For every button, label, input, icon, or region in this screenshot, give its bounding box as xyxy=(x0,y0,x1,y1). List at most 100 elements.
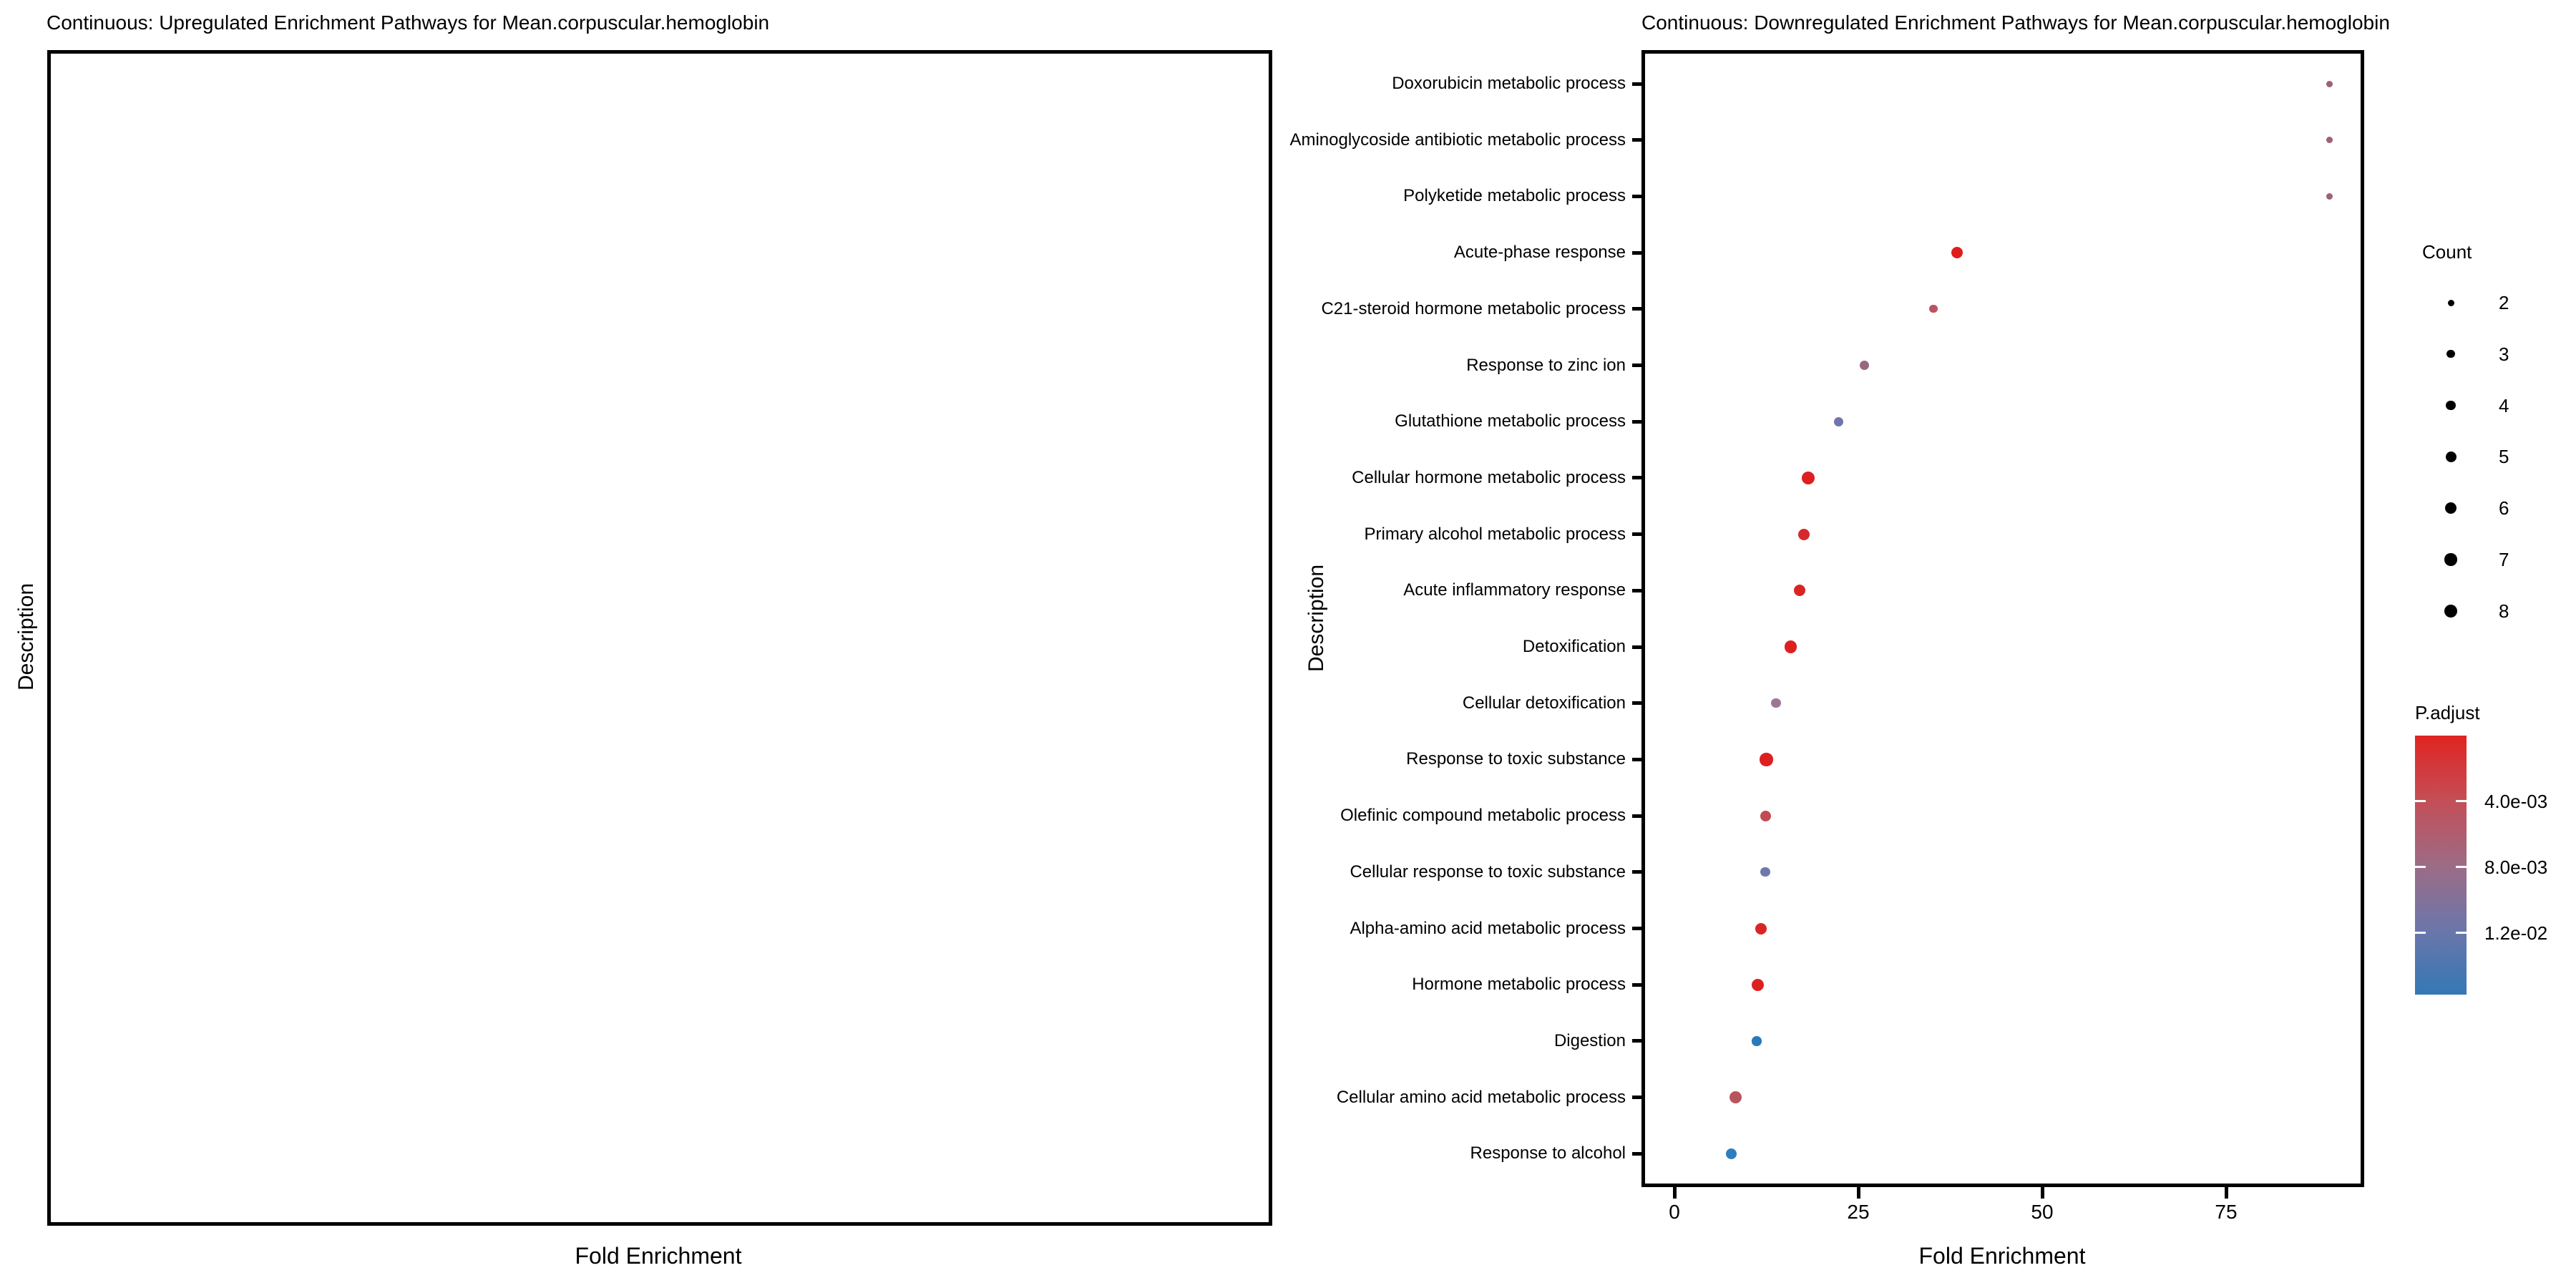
y-axis-label: Polyketide metabolic process xyxy=(1403,186,1626,206)
padjust-legend-label: 1.2e-02 xyxy=(2484,922,2548,944)
padjust-colorbar xyxy=(2415,736,2467,995)
data-point xyxy=(2326,192,2333,200)
padjust-colorbar-tick xyxy=(2456,932,2467,935)
data-point xyxy=(1725,1148,1737,1159)
padjust-colorbar-tick xyxy=(2415,932,2426,935)
upregulated-plot-area xyxy=(47,50,1272,1226)
count-legend-dot xyxy=(2444,604,2458,618)
y-axis-label: Glutathione metabolic process xyxy=(1395,411,1626,431)
x-axis-tick-label: 50 xyxy=(2031,1201,2054,1223)
y-axis-labels: Doxorubicin metabolic process Aminoglycos… xyxy=(1145,0,1626,1288)
y-axis-label: Detoxification xyxy=(1522,637,1626,656)
y-axis-label: Cellular response to toxic substance xyxy=(1350,862,1626,882)
x-axis-tick-label: 0 xyxy=(1669,1201,1680,1223)
y-axis-label: Digestion xyxy=(1553,1030,1626,1050)
y-axis-label: Acute inflammatory response xyxy=(1403,580,1626,600)
y-axis-label: Primary alcohol metabolic process xyxy=(1364,524,1626,544)
count-legend-dot xyxy=(2446,350,2455,358)
y-axis-tick xyxy=(1632,645,1643,649)
upregulated-panel-title: Continuous: Upregulated Enrichment Pathw… xyxy=(47,11,770,34)
y-axis-tick xyxy=(1632,927,1643,930)
y-axis-label: Alpha-amino acid metabolic process xyxy=(1350,918,1626,938)
downregulated-panel-title: Continuous: Downregulated Enrichment Pat… xyxy=(1641,11,2390,34)
data-point xyxy=(1760,753,1773,766)
y-axis-tick xyxy=(1632,476,1643,480)
y-axis-label: Olefinic compound metabolic process xyxy=(1340,806,1626,826)
y-axis-label: Doxorubicin metabolic process xyxy=(1392,74,1626,93)
padjust-colorbar-tick xyxy=(2415,866,2426,869)
y-axis-label: Cellular amino acid metabolic process xyxy=(1336,1087,1626,1107)
data-point xyxy=(1784,640,1797,653)
x-axis-tick-label: 25 xyxy=(1847,1201,1870,1223)
y-axis-label: Acute-phase response xyxy=(1453,243,1626,263)
count-legend-label: 8 xyxy=(2499,600,2509,622)
y-axis-label: Response to zinc ion xyxy=(1466,355,1626,375)
data-point xyxy=(1951,247,1963,259)
y-axis-tick xyxy=(1632,364,1643,367)
y-axis-tick xyxy=(1632,194,1643,198)
y-axis-tick xyxy=(1632,1151,1643,1156)
count-legend-dot xyxy=(2444,553,2457,566)
padjust-colorbar-tick xyxy=(2456,800,2467,803)
padjust-colorbar-tick xyxy=(2415,800,2426,803)
downregulated-x-axis-label: Fold Enrichment xyxy=(1918,1243,2086,1269)
y-axis-tick xyxy=(1632,138,1643,142)
data-point xyxy=(1752,1036,1762,1046)
count-legend-dot xyxy=(2445,502,2457,514)
downregulated-plot-area xyxy=(1641,50,2364,1187)
padjust-legend-label: 4.0e-03 xyxy=(2484,790,2548,812)
data-point xyxy=(2326,137,2333,144)
y-axis-tick xyxy=(1632,307,1643,311)
data-point xyxy=(1760,810,1772,821)
data-point xyxy=(1771,698,1781,708)
y-axis-label: Response to alcohol xyxy=(1470,1143,1626,1163)
y-axis-tick xyxy=(1632,982,1643,987)
y-axis-tick xyxy=(1632,532,1643,537)
count-legend-label: 6 xyxy=(2499,497,2509,519)
count-legend-label: 2 xyxy=(2499,292,2509,313)
data-point xyxy=(1755,922,1767,935)
y-axis-label: Aminoglycoside antibiotic metabolic proc… xyxy=(1289,130,1626,150)
padjust-legend-label: 8.0e-03 xyxy=(2484,856,2548,878)
y-axis-tick xyxy=(1632,757,1643,761)
count-legend-dot xyxy=(2447,299,2454,306)
count-legend-dot xyxy=(2445,451,2457,462)
data-point xyxy=(1729,1091,1742,1104)
x-axis-tick-label: 75 xyxy=(2215,1201,2238,1223)
data-point xyxy=(1793,585,1805,597)
y-axis-label: Hormone metabolic process xyxy=(1412,975,1626,995)
data-point xyxy=(1801,471,1815,485)
x-axis-tick xyxy=(2224,1187,2228,1199)
count-legend-dot xyxy=(2446,400,2456,411)
x-axis-tick xyxy=(1672,1187,1677,1199)
y-axis-tick xyxy=(1632,814,1643,818)
data-point xyxy=(1929,305,1938,313)
data-point xyxy=(2326,80,2333,87)
x-axis-tick xyxy=(1856,1187,1860,1199)
y-axis-tick xyxy=(1632,1039,1643,1043)
padjust-legend-title: P.adjust xyxy=(2415,702,2480,723)
y-axis-tick xyxy=(1632,82,1643,86)
count-legend-label: 3 xyxy=(2499,343,2509,365)
y-axis-label: C21-steroid hormone metabolic process xyxy=(1321,298,1626,318)
count-legend-label: 5 xyxy=(2499,446,2509,468)
x-axis-tick xyxy=(2040,1187,2044,1199)
count-legend-label: 4 xyxy=(2499,394,2509,416)
data-point xyxy=(1751,978,1764,991)
padjust-colorbar-tick xyxy=(2456,866,2467,869)
data-point xyxy=(1833,416,1843,426)
y-axis-tick xyxy=(1632,588,1643,592)
count-legend-label: 7 xyxy=(2499,549,2509,570)
y-axis-tick xyxy=(1632,250,1643,255)
y-axis-tick xyxy=(1632,419,1643,424)
y-axis-label: Cellular detoxification xyxy=(1462,693,1626,713)
data-point xyxy=(1797,528,1810,540)
y-axis-tick xyxy=(1632,701,1643,706)
y-axis-label: Cellular hormone metabolic process xyxy=(1352,467,1626,487)
data-point xyxy=(1859,360,1869,371)
y-axis-tick xyxy=(1632,1096,1643,1100)
